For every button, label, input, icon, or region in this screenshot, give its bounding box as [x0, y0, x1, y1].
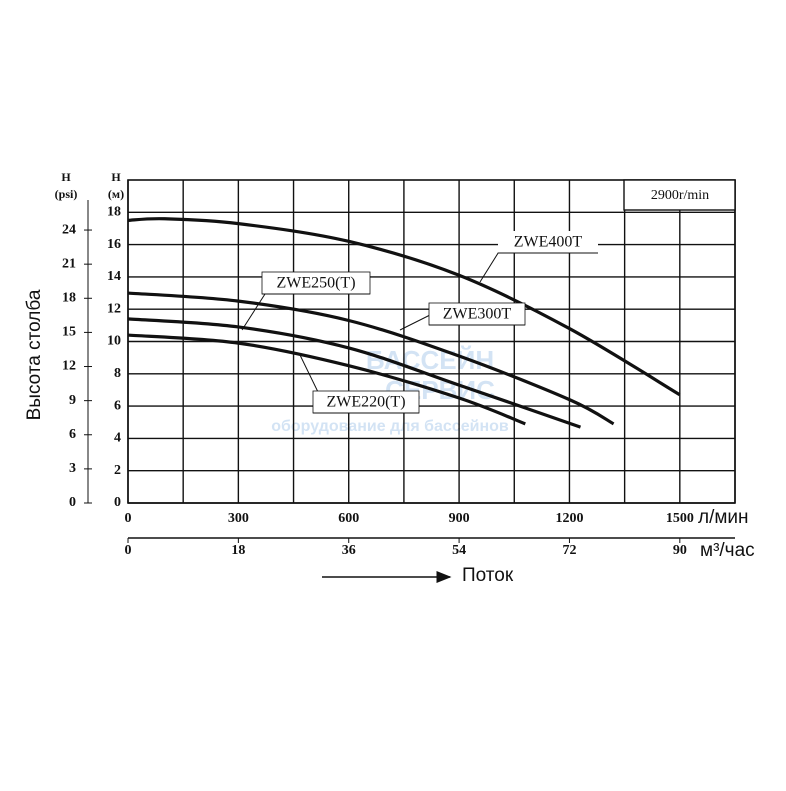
x-axis-title: Поток	[462, 565, 514, 586]
y-axis-title: Высота столба	[24, 289, 45, 420]
y2-unit: H (psi)	[55, 170, 78, 201]
pump-curve	[127, 317, 582, 429]
y-tick-label: 10	[107, 334, 121, 349]
speed-note: 2900r/min	[651, 188, 709, 203]
y2-tick-label: 0	[69, 495, 76, 510]
speed-box	[623, 179, 736, 211]
label-box	[498, 231, 598, 253]
y-unit-line: (м)	[108, 187, 124, 201]
x-tick-label: 1500	[666, 511, 694, 526]
pump-curve	[127, 291, 615, 426]
plot-frame	[127, 179, 736, 504]
y-tick-label: 4	[114, 431, 121, 446]
x-tick-label: 1200	[555, 511, 583, 526]
series-label: ZWE300T	[443, 306, 512, 323]
x2-tick-label: 0	[125, 543, 132, 558]
x2-tick-label: 54	[452, 543, 466, 558]
x-unit: л/мин	[698, 507, 749, 528]
y-tick-label: 0	[114, 495, 121, 510]
y-unit: H (м)	[108, 170, 124, 201]
x-tick-label: 900	[449, 511, 470, 526]
label-leader	[299, 354, 319, 393]
y2-tick-label: 21	[62, 256, 76, 271]
y-tick-label: 16	[107, 237, 121, 252]
x2-tick-label: 18	[231, 543, 245, 558]
x-tick-label: 300	[228, 511, 249, 526]
y-tick-label: 6	[114, 398, 121, 413]
x2-tick-label: 90	[673, 543, 687, 558]
series-label: ZWE220(T)	[326, 394, 405, 411]
watermark: оборудование для бассейнов	[271, 418, 509, 435]
y2-tick-label: 15	[62, 325, 76, 340]
series-label: ZWE400T	[514, 234, 583, 251]
series-label: ZWE250(T)	[276, 275, 355, 292]
y-tick-label: 14	[107, 269, 121, 284]
x2-tick-label: 36	[342, 543, 356, 558]
y-tick-label: 2	[114, 463, 121, 478]
y2-unit-line: H	[61, 170, 71, 184]
pump-curve	[127, 217, 681, 397]
y2-tick-label: 6	[69, 427, 76, 442]
y2-unit-line: (psi)	[55, 187, 78, 201]
x-tick-label: 600	[338, 511, 359, 526]
y-tick-label: 18	[107, 205, 121, 220]
y2-tick-label: 24	[62, 222, 76, 237]
label-leader	[399, 313, 433, 331]
y2-tick-label: 9	[69, 393, 76, 408]
y2-tick-label: 3	[69, 461, 76, 476]
label-leader	[241, 293, 266, 331]
y-tick-label: 8	[114, 366, 121, 381]
x-tick-label: 0	[125, 511, 132, 526]
pump-curve	[127, 333, 526, 426]
x2-unit: м³/час	[700, 540, 755, 561]
x2-tick-label: 72	[562, 543, 576, 558]
y2-tick-label: 18	[62, 291, 76, 306]
y-tick-label: 12	[107, 301, 121, 316]
y-unit-line: H	[111, 170, 121, 184]
y2-tick-label: 12	[62, 359, 76, 374]
